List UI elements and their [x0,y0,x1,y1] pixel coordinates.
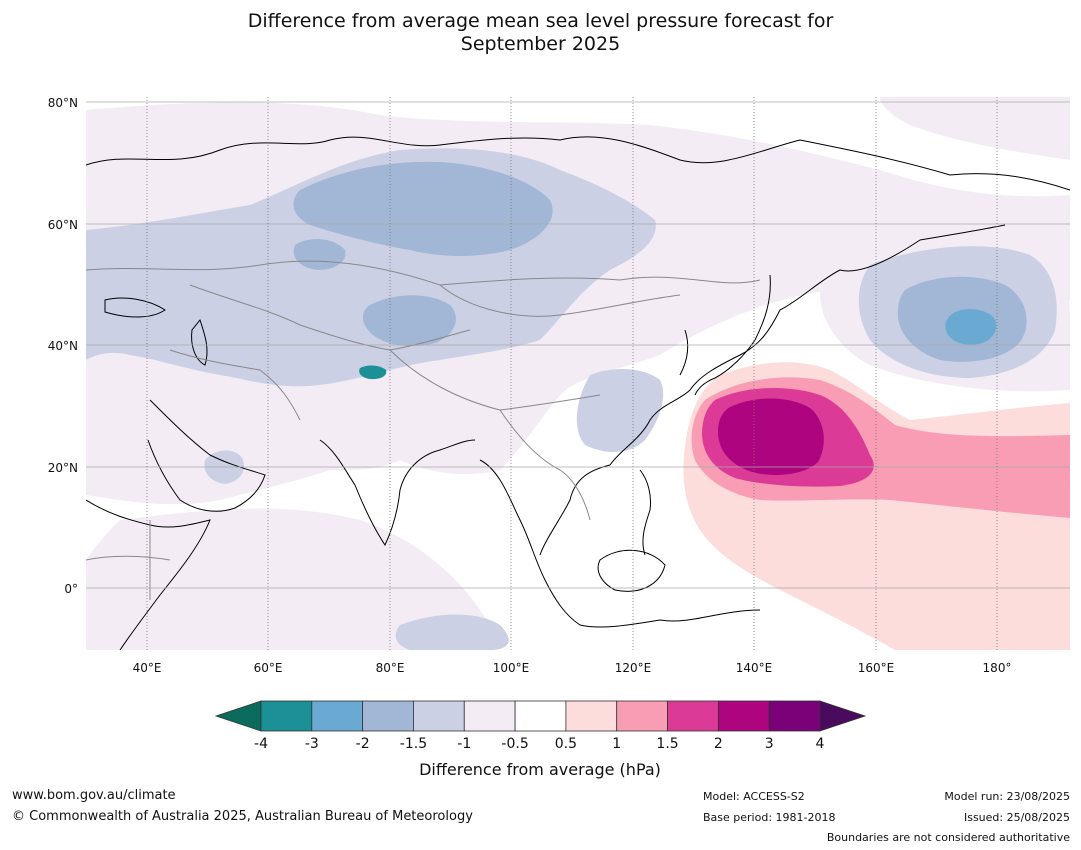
coastline-black-sea [104,297,166,318]
colorbar-title: Difference from average (hPa) [419,760,661,779]
coastline-east-asia [539,224,1006,556]
lat-label-60n: 60°N [48,218,78,232]
border-indochina [499,409,591,521]
border-iran [169,349,301,421]
lon-label-80e: 80°E [376,661,405,675]
colorbar-tick-label: 2 [714,736,723,752]
lat-label-0: 0° [64,582,78,596]
anomaly-region-deep-blue [945,309,997,345]
colorbar-tick-label: -3 [305,736,319,752]
coastline-japan [694,274,771,396]
country-borders [86,260,761,600]
colorbar-bins [260,700,821,732]
anomaly-region-greyblue-china [576,368,664,452]
anomaly-region-greyblue-south [395,614,509,650]
lat-label-40n: 40°N [48,339,78,353]
map-gridlines [86,97,1070,650]
lat-label-20n: 20°N [48,461,78,475]
lon-label-60e: 60°E [254,661,283,675]
colorbar-tick-label: 0.5 [555,736,577,752]
colorbar-ticks: -4 -3 -2 -1.5 -1 -0.5 0.5 1 1.5 2 3 4 [254,736,825,752]
border-central-asia [189,284,471,351]
colorbar-tick-label: 3 [765,736,774,752]
anomaly-region-lavender-northeast [880,97,1070,160]
lon-label-40e: 40°E [133,661,162,675]
title-line-1: Difference from average mean sea level p… [247,10,834,32]
footer-website[interactable]: www.bom.gov.au/climate [12,788,176,803]
footer-disclaimer: Boundaries are not considered authoritat… [826,831,1070,844]
coastline-korea [679,329,689,376]
border-china-west [389,349,601,411]
coastline-southeast-asia [479,459,761,628]
footer-model-run: Model run: 23/08/2025 [944,790,1070,803]
coastline-philippines [639,469,651,556]
colorbar-tick-label: -1.5 [400,736,427,752]
coastline-caspian [191,318,208,366]
colorbar-bin [413,700,465,732]
footer-model: Model: ACCESS-S2 [703,790,805,803]
anomaly-region-blue [293,161,553,256]
colorbar-tick-label: 1.5 [656,736,678,752]
footer-issued: Issued: 25/08/2025 [963,811,1070,824]
colorbar-bin [667,700,719,732]
colorbar: -4 -3 -2 -1.5 -1 -0.5 0.5 1 1.5 2 3 4 Difference fr… [214,700,867,779]
chart-title: Difference from average mean sea level p… [0,10,1081,56]
colorbar-bin [768,700,821,732]
coastlines [86,136,1070,650]
anomaly-region-teal-spot [359,365,387,380]
border-africa [86,520,171,600]
colorbar-bin [260,700,313,732]
colorbar-tick-label: -1 [457,736,471,752]
colorbar-bin [565,700,618,732]
anomaly-region-lavender-south [86,508,497,650]
anomaly-region-deep-magenta [718,398,824,475]
coastline-arctic [86,136,1070,191]
border-russia-south [86,260,761,286]
lat-label-80n: 80°N [48,96,78,110]
footer-copyright: © Commonwealth of Australia 2025, Austra… [12,809,473,824]
latitude-labels: 80°N 60°N 40°N 20°N 0° [48,96,78,596]
longitude-labels: 40°E 60°E 80°E 100°E 120°E 140°E 160°E 1… [133,661,1012,675]
colorbar-tick-label: -2 [356,736,370,752]
coastline-arabia [147,399,266,512]
lon-label-180: 180° [983,661,1012,675]
coastline-africa [86,499,211,650]
colorbar-bin [311,700,364,732]
colorbar-under-arrow [214,700,262,732]
colorbar-bin [717,700,770,732]
colorbar-bin [463,700,516,732]
lon-label-100e: 100°E [493,661,530,675]
title-line-2: September 2025 [460,33,621,55]
colorbar-tick-label: -0.5 [501,736,528,752]
colorbar-tick-label: 4 [816,736,825,752]
anomaly-region-blue-central [362,295,456,347]
lon-label-160e: 160°E [858,661,895,675]
colorbar-tick-label: -4 [254,736,268,752]
border-mongolia [439,284,681,317]
coastline-india [319,439,476,547]
footer-base-period: Base period: 1981-2018 [703,811,836,824]
lon-label-120e: 120°E [615,661,652,675]
colorbar-bin [616,700,668,732]
colorbar-over-arrow [819,700,867,732]
colorbar-bin [362,700,414,732]
lon-label-140e: 140°E [736,661,773,675]
colorbar-tick-label: 1 [612,736,621,752]
colorbar-bin [514,700,567,732]
